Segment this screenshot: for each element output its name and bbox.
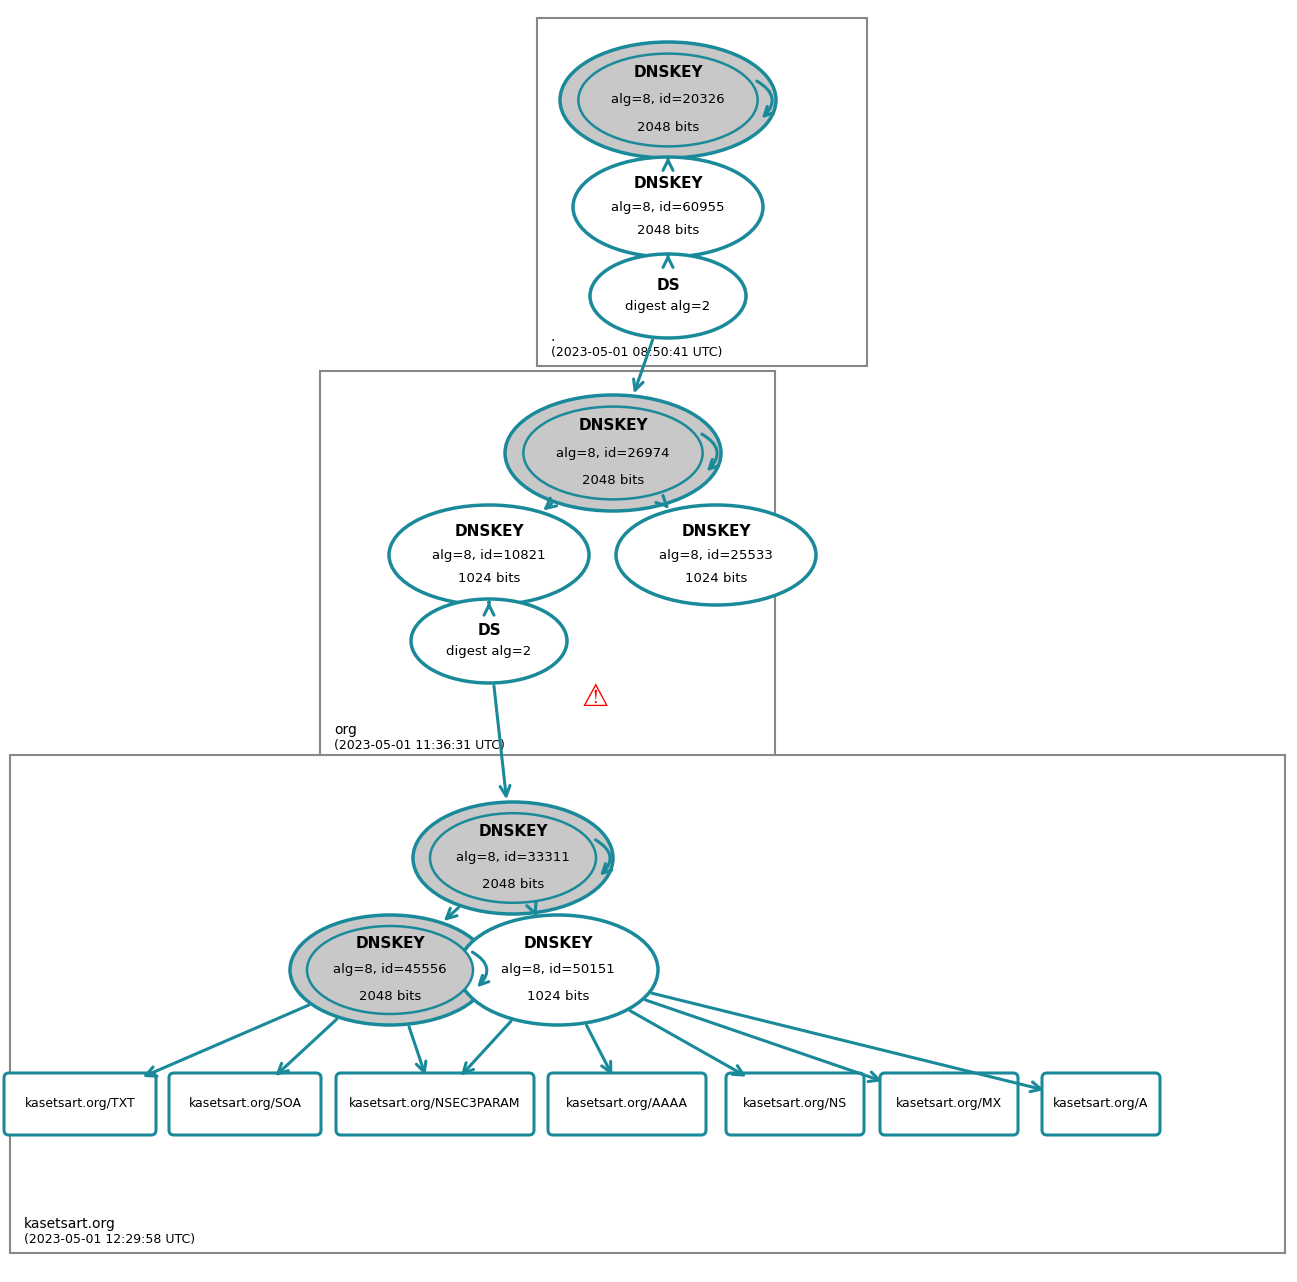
Text: (2023-05-01 11:36:31 UTC): (2023-05-01 11:36:31 UTC) — [335, 738, 505, 753]
Text: kasetsart.org/NSEC3PARAM: kasetsart.org/NSEC3PARAM — [349, 1097, 521, 1110]
Text: DNSKEY: DNSKEY — [454, 523, 524, 538]
Text: DNSKEY: DNSKEY — [633, 64, 703, 79]
Text: .: . — [551, 329, 555, 344]
Text: DS: DS — [477, 623, 501, 638]
Text: DS: DS — [656, 278, 680, 294]
Text: kasetsart.org/A: kasetsart.org/A — [1053, 1097, 1149, 1110]
Ellipse shape — [616, 505, 816, 605]
Text: 1024 bits: 1024 bits — [685, 573, 747, 586]
Text: alg=8, id=45556: alg=8, id=45556 — [333, 964, 446, 977]
Text: DNSKEY: DNSKEY — [633, 176, 703, 191]
Ellipse shape — [431, 813, 597, 903]
Ellipse shape — [524, 406, 703, 500]
Text: DNSKEY: DNSKEY — [479, 823, 547, 838]
Text: digest alg=2: digest alg=2 — [625, 300, 711, 313]
Text: kasetsart.org/SOA: kasetsart.org/SOA — [188, 1097, 301, 1110]
FancyBboxPatch shape — [549, 1073, 706, 1135]
Text: (2023-05-01 12:29:58 UTC): (2023-05-01 12:29:58 UTC) — [25, 1233, 195, 1246]
Text: alg=8, id=33311: alg=8, id=33311 — [457, 851, 569, 864]
Ellipse shape — [412, 803, 613, 914]
Ellipse shape — [291, 915, 490, 1026]
Text: alg=8, id=26974: alg=8, id=26974 — [556, 446, 669, 459]
Ellipse shape — [590, 254, 746, 338]
Text: DNSKEY: DNSKEY — [578, 418, 647, 432]
Text: kasetsart.org/MX: kasetsart.org/MX — [896, 1097, 1003, 1110]
FancyBboxPatch shape — [1041, 1073, 1160, 1135]
Text: 2048 bits: 2048 bits — [582, 474, 645, 487]
Text: 2048 bits: 2048 bits — [482, 878, 545, 891]
Text: kasetsart.org/TXT: kasetsart.org/TXT — [25, 1097, 135, 1110]
FancyBboxPatch shape — [320, 370, 776, 759]
FancyBboxPatch shape — [336, 1073, 534, 1135]
Text: 2048 bits: 2048 bits — [359, 990, 422, 1003]
Ellipse shape — [573, 156, 763, 256]
Text: ⚠: ⚠ — [581, 682, 608, 712]
Text: alg=8, id=25533: alg=8, id=25533 — [659, 549, 773, 562]
FancyBboxPatch shape — [537, 18, 866, 365]
FancyBboxPatch shape — [169, 1073, 320, 1135]
Text: alg=8, id=60955: alg=8, id=60955 — [611, 200, 725, 214]
FancyBboxPatch shape — [726, 1073, 864, 1135]
Text: 2048 bits: 2048 bits — [637, 224, 699, 237]
Text: kasetsart.org/NS: kasetsart.org/NS — [743, 1097, 847, 1110]
Text: org: org — [335, 723, 357, 737]
Text: (2023-05-01 08:50:41 UTC): (2023-05-01 08:50:41 UTC) — [551, 346, 722, 359]
Text: alg=8, id=10821: alg=8, id=10821 — [432, 549, 546, 562]
Text: kasetsart.org: kasetsart.org — [25, 1217, 115, 1231]
FancyBboxPatch shape — [4, 1073, 156, 1135]
Ellipse shape — [560, 42, 776, 158]
FancyBboxPatch shape — [879, 1073, 1018, 1135]
Text: alg=8, id=20326: alg=8, id=20326 — [611, 94, 725, 106]
Text: DNSKEY: DNSKEY — [523, 936, 593, 951]
Ellipse shape — [458, 915, 658, 1026]
Ellipse shape — [505, 395, 721, 512]
Text: digest alg=2: digest alg=2 — [446, 645, 532, 658]
Ellipse shape — [307, 926, 473, 1014]
Text: 1024 bits: 1024 bits — [527, 990, 589, 1003]
Text: kasetsart.org/AAAA: kasetsart.org/AAAA — [565, 1097, 687, 1110]
Ellipse shape — [389, 505, 589, 605]
Text: DNSKEY: DNSKEY — [355, 936, 425, 951]
Text: 2048 bits: 2048 bits — [637, 122, 699, 135]
Text: 1024 bits: 1024 bits — [458, 573, 520, 586]
FancyBboxPatch shape — [10, 755, 1285, 1253]
Text: DNSKEY: DNSKEY — [681, 523, 751, 538]
Ellipse shape — [578, 54, 757, 146]
Text: alg=8, id=50151: alg=8, id=50151 — [501, 964, 615, 977]
Ellipse shape — [411, 599, 567, 683]
